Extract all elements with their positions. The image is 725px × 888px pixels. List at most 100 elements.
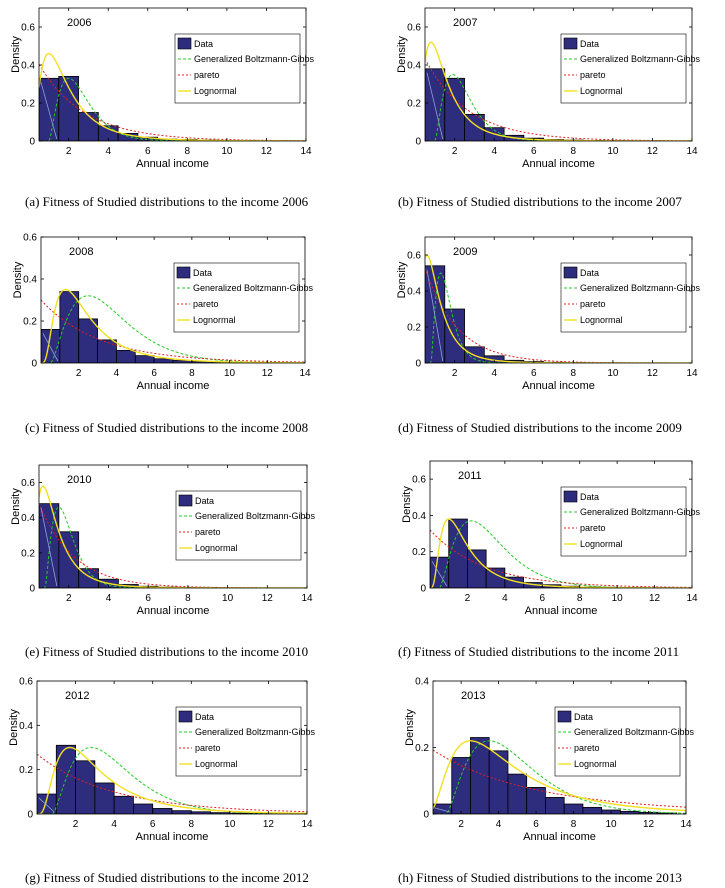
legend-lognormal-label: Lognormal [195,543,238,553]
y-axis-label: Density [8,709,20,746]
x-tick-label: 8 [571,819,577,830]
chart-year-title: 2008 [69,246,93,258]
x-tick-label: 12 [647,146,659,157]
legend-lognormal-label: Lognormal [580,86,623,96]
y-tick-label: 0.2 [407,323,421,334]
x-tick-label: 10 [605,819,617,830]
x-tick-label: 10 [224,368,236,379]
x-tick-label: 14 [300,146,312,157]
legend-gbg-label: Generalized Boltzmann-Gibbs [580,54,701,64]
legend-box [175,706,302,777]
chart-panel-2006: 2 4 6 8 10 12 14 0 0.2 0.4 0.6 Annual income Density… [10,7,315,209]
x-tick-label: 2 [73,819,79,830]
pareto-curve [39,503,307,588]
legend-box [560,486,687,557]
chart-panel-2007: 2 4 6 8 10 12 14 0 0.2 0.4 0.6 Annual income Density… [396,7,701,209]
chart-panel-2010: 2 4 6 8 10 12 14 0 0.2 0.4 0.6 Annual income Density… [10,464,316,659]
histogram-bar [444,308,465,363]
x-tick-label: 8 [185,593,191,604]
legend-lognormal-label: Lognormal [574,759,617,769]
histogram-bar [545,796,565,814]
y-tick-label: 0.2 [19,765,33,776]
x-tick-label: 8 [571,368,577,379]
x-tick-label: 6 [151,368,157,379]
legend-box [175,490,302,561]
histogram-bar [657,812,678,814]
y-tick-label: 0.6 [21,478,35,489]
legend-box [560,33,687,104]
legend-data-label: Data [193,268,212,278]
fitted-curves [41,288,305,363]
y-tick-label: 0 [423,810,429,821]
x-tick-label: 10 [607,146,619,157]
x-tick-label: 10 [607,368,619,379]
histogram-bar [444,77,465,141]
gbg-curve [425,272,692,363]
legend-pareto-label: pareto [574,743,600,753]
y-tick-label: 0.6 [19,677,33,688]
x-tick-label: 12 [261,146,273,157]
y-axis-label: Density [10,488,22,525]
x-axis-label: Annual income [136,158,209,170]
histogram-bar [171,810,192,814]
y-tick-label: 0 [420,584,426,595]
y-tick-label: 0.6 [407,23,421,34]
x-axis-label: Annual income [137,380,210,392]
legend: Data Generalized Boltzmann-Gibbs pareto Log… [560,262,701,333]
legend-box [173,262,300,333]
x-tick-label: 4 [496,819,502,830]
y-axis-label: Density [12,261,24,298]
legend: Data Generalized Boltzmann-Gibbs pareto Log… [554,706,695,777]
figure-caption: (c) Fitness of Studied distributions to … [25,420,308,435]
y-tick-label: 0 [31,359,37,370]
bar-diagonal [40,507,58,587]
y-tick-label: 0 [29,137,35,148]
chart-year-title: 2011 [458,470,482,482]
x-tick-label: 2 [458,819,464,830]
x-tick-label: 10 [221,146,233,157]
y-tick-label: 0.6 [412,475,426,486]
y-axis-label: Density [396,261,408,298]
histogram-bar [78,318,98,363]
x-tick-label: 6 [540,593,546,604]
y-tick-label: 0.2 [415,743,429,754]
figure-caption: (h) Fitness of Studied distributions to … [398,870,682,885]
x-tick-label: 6 [533,819,539,830]
lognormal-curve [41,288,305,363]
plot-frame [38,7,307,142]
y-tick-label: 0.4 [21,61,35,72]
legend-lognormal-label: Lognormal [580,315,623,325]
y-tick-label: 0.4 [19,721,33,732]
x-tick-label: 8 [577,593,583,604]
fitted-curves [433,740,686,814]
histogram-bar [582,806,603,814]
legend-lognormal-label: Lognormal [193,315,236,325]
y-tick-label: 0.4 [407,61,421,72]
legend-lognormal-label: Lognormal [580,539,623,549]
bar-diagonal [434,807,450,813]
bar-diagonal [426,269,444,362]
gbg-curve [433,740,686,814]
plot-frame [424,7,693,142]
x-tick-label: 6 [531,146,537,157]
legend-lognormal-label: Lognormal [194,86,237,96]
chart-panel-2008: 2 4 6 8 10 12 14 0 0.2 0.4 0.6 Annual income Density… [12,233,314,436]
legend-data-swatch [178,710,193,723]
x-tick-label: 12 [647,368,659,379]
x-tick-label: 4 [491,146,497,157]
legend: Data Generalized Boltzmann-Gibbs pareto Log… [560,33,701,104]
x-tick-label: 12 [649,593,661,604]
histogram-bar [507,773,528,814]
x-tick-label: 6 [150,819,156,830]
y-tick-label: 0.4 [412,511,426,522]
y-tick-label: 0.4 [23,275,37,286]
legend: Data Generalized Boltzmann-Gibbs pareto Log… [173,262,314,333]
legend-data-swatch [177,37,192,50]
chart-panel-2009: 2 4 6 8 10 12 14 0 0.2 0.4 0.6 Annual income Density… [396,236,701,435]
y-axis-label: Density [401,486,413,523]
legend-data-swatch [563,37,578,50]
x-tick-label: 12 [263,819,275,830]
legend-pareto-label: pareto [195,743,221,753]
x-tick-label: 6 [145,593,151,604]
x-axis-label: Annual income [522,158,595,170]
